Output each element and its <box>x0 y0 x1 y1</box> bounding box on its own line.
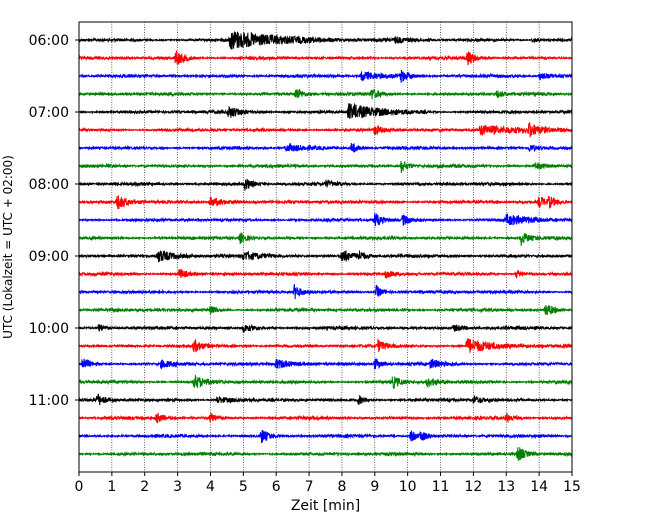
x-gridlines <box>111 22 540 472</box>
trace-row <box>78 212 573 227</box>
trace-row <box>78 69 573 83</box>
y-axis-label: UTC (Lokalzeit = UTC + 02:00) <box>1 155 15 339</box>
trace-row <box>78 429 573 444</box>
trace-row <box>78 232 573 246</box>
x-tick-label: 8 <box>337 479 346 495</box>
x-tick-label: 4 <box>206 479 215 495</box>
plot-frame <box>78 21 573 473</box>
trace-row <box>78 102 573 119</box>
trace-row <box>78 283 573 300</box>
x-tick-label: 5 <box>239 479 248 495</box>
y-tick-label: 09:00 <box>29 249 69 265</box>
trace-row <box>78 142 573 153</box>
x-tick-label: 3 <box>173 479 182 495</box>
x-tick-label: 6 <box>272 479 281 495</box>
x-tick-label: 11 <box>432 479 450 495</box>
x-axis-label: Zeit [min] <box>291 498 360 514</box>
x-tick-label: 10 <box>399 479 417 495</box>
trace-row <box>78 195 573 209</box>
x-tick-label: 14 <box>530 479 548 495</box>
x-tick-label: 7 <box>305 479 314 495</box>
x-axis-ticks: 0 1 2 3 4 5 6 7 8 9 10 11 12 13 14 15 <box>75 472 581 495</box>
y-tick-label: 08:00 <box>29 177 69 193</box>
seismic-traces <box>78 31 573 461</box>
x-tick-label: 2 <box>140 479 149 495</box>
trace-row <box>78 178 573 191</box>
y-tick-label: 06:00 <box>29 33 69 49</box>
trace-row <box>78 323 573 333</box>
trace-row <box>78 393 573 406</box>
trace-row <box>78 161 573 173</box>
x-tick-label: 1 <box>107 479 116 495</box>
y-axis-ticks: 06:00 07:00 08:00 09:00 10:00 11:00 <box>29 33 79 409</box>
x-tick-label: 12 <box>464 479 482 495</box>
y-tick-label: 07:00 <box>29 105 69 121</box>
x-tick-label: 9 <box>370 479 379 495</box>
trace-row <box>78 50 573 66</box>
x-tick-label: 15 <box>563 479 581 495</box>
trace-row <box>78 88 573 100</box>
y-tick-label: 11:00 <box>29 393 69 409</box>
trace-row <box>78 358 573 370</box>
trace-row <box>78 250 573 263</box>
x-tick-label: 0 <box>75 479 84 495</box>
trace-row <box>78 447 573 461</box>
y-tick-label: 10:00 <box>29 321 69 337</box>
trace-row <box>78 304 573 315</box>
trace-row <box>78 122 573 138</box>
trace-row <box>78 269 573 279</box>
trace-row <box>78 31 573 50</box>
trace-row <box>78 338 573 353</box>
trace-row <box>78 412 573 424</box>
x-tick-label: 13 <box>497 479 515 495</box>
trace-row <box>78 374 573 389</box>
